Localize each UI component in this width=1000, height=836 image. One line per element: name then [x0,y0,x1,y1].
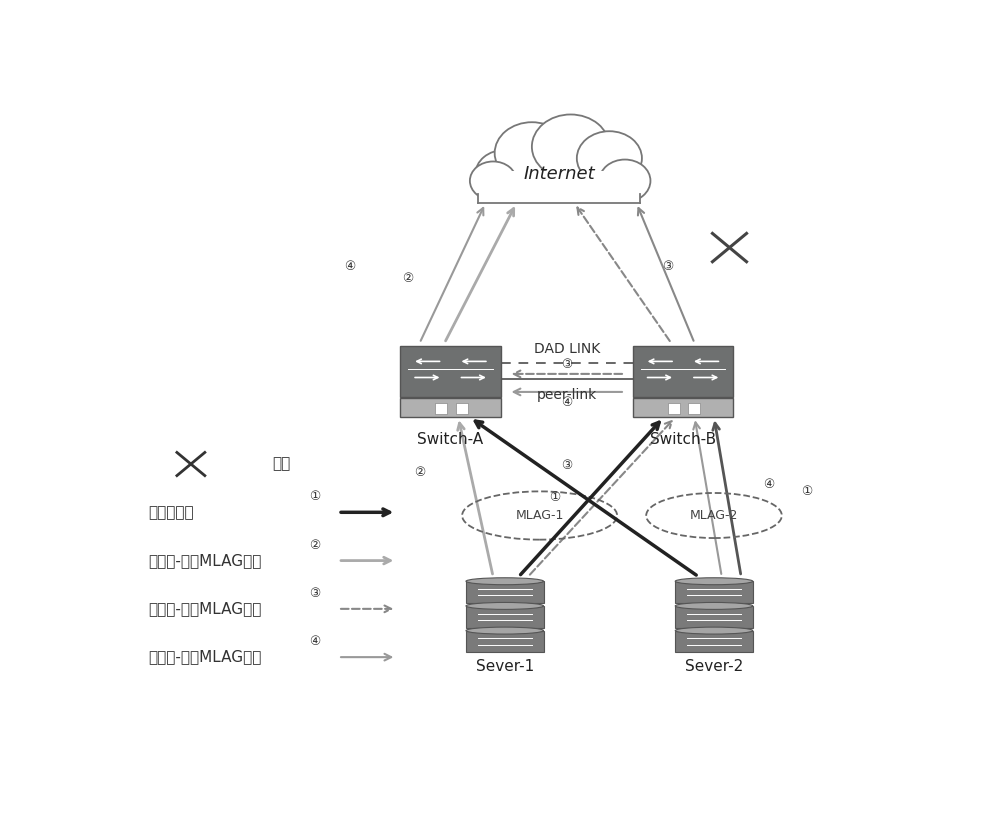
Circle shape [532,115,609,179]
Text: 南北向-单归MLAG单播: 南北向-单归MLAG单播 [148,650,262,665]
Text: ②: ② [309,538,320,552]
Text: ②: ② [402,273,414,285]
FancyBboxPatch shape [478,171,640,203]
Text: ④: ④ [344,259,355,273]
Text: MLAG-2: MLAG-2 [690,509,738,522]
Ellipse shape [466,627,544,634]
FancyBboxPatch shape [466,581,544,603]
FancyBboxPatch shape [400,398,501,417]
Text: ③: ③ [561,358,572,370]
FancyBboxPatch shape [675,630,753,652]
Text: peer-link: peer-link [537,388,597,402]
Text: ②: ② [414,466,425,478]
FancyBboxPatch shape [675,606,753,628]
FancyBboxPatch shape [688,403,700,414]
Text: Switch-A: Switch-A [417,431,484,446]
FancyBboxPatch shape [466,606,544,628]
Text: ④: ④ [763,478,774,492]
FancyBboxPatch shape [633,346,733,396]
Ellipse shape [675,603,753,609]
FancyBboxPatch shape [633,398,733,417]
Text: Sever-2: Sever-2 [685,659,743,674]
FancyBboxPatch shape [456,403,468,414]
Text: ①: ① [550,492,561,504]
Text: ①: ① [801,485,813,498]
FancyBboxPatch shape [435,403,447,414]
FancyBboxPatch shape [675,581,753,603]
Text: Sever-1: Sever-1 [476,659,534,674]
Ellipse shape [466,578,544,584]
Text: MLAG-1: MLAG-1 [515,509,564,522]
FancyBboxPatch shape [466,630,544,652]
Ellipse shape [675,578,753,584]
Text: ④: ④ [561,395,572,409]
Text: ③: ③ [561,459,572,472]
Text: Switch-B: Switch-B [650,431,716,446]
Text: 东西向单播: 东西向单播 [148,505,194,520]
Circle shape [495,122,569,184]
Text: 南北向-双归MLAG单播: 南北向-双归MLAG单播 [148,553,262,568]
Ellipse shape [466,603,544,609]
Ellipse shape [675,627,753,634]
Text: ①: ① [309,491,320,503]
Circle shape [577,131,642,186]
Circle shape [475,150,534,199]
Text: ③: ③ [662,259,673,273]
Text: 南北向-双归MLAG单播: 南北向-双归MLAG单播 [148,601,262,616]
FancyBboxPatch shape [400,346,501,396]
Text: ④: ④ [309,635,320,648]
FancyBboxPatch shape [668,403,680,414]
Circle shape [599,160,650,202]
Text: DAD LINK: DAD LINK [534,342,600,355]
Text: Internet: Internet [523,166,595,183]
Text: 阻塞: 阻塞 [272,456,290,472]
Text: ③: ③ [309,587,320,600]
Circle shape [470,161,516,200]
